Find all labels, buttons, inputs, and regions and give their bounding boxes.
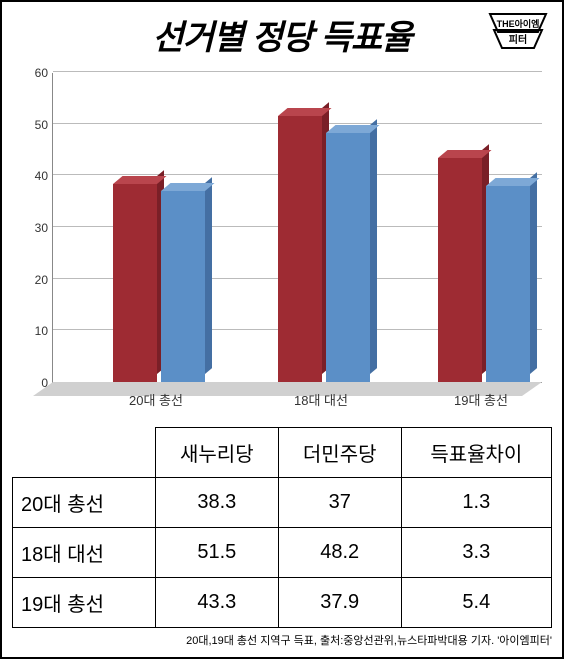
bar-front [113, 184, 157, 382]
table-cell: 48.2 [278, 528, 401, 578]
header: 선거별 정당 득표율 THE아이엠 피터 [2, 2, 562, 63]
bar-top [161, 183, 215, 191]
chart-plot [52, 73, 542, 383]
bar-front [161, 191, 205, 382]
table-cell: 37.9 [278, 578, 401, 628]
logo-icon: THE아이엠 피터 [488, 12, 548, 50]
table-cell: 1.3 [401, 478, 551, 528]
logo-top-text: THE아이엠 [497, 18, 540, 29]
table-row: 20대 총선38.3371.3 [13, 478, 552, 528]
table-header-row: 새누리당 더민주당 득표율차이 [13, 428, 552, 478]
y-tick-label: 50 [20, 118, 48, 132]
table-cell: 5.4 [401, 578, 551, 628]
y-tick-label: 20 [20, 273, 48, 287]
table-cell: 43.3 [155, 578, 278, 628]
bar-front [486, 186, 530, 382]
y-tick-label: 60 [20, 66, 48, 80]
y-tick-label: 40 [20, 169, 48, 183]
bar-front [438, 158, 482, 382]
table-cell: 37 [278, 478, 401, 528]
table-cell: 51.5 [155, 528, 278, 578]
bar [278, 116, 322, 382]
bar [113, 184, 157, 382]
x-tick-label: 19대 총선 [454, 390, 508, 409]
bar [438, 158, 482, 382]
bar-front [278, 116, 322, 382]
bar-top [278, 108, 332, 116]
bar-side [530, 172, 537, 374]
x-tick-label: 20대 총선 [129, 390, 183, 409]
chart-area: 0102030405060 20대 총선18대 대선19대 총선 [12, 63, 552, 423]
bar-side [370, 119, 377, 374]
data-table-wrap: 새누리당 더민주당 득표율차이 20대 총선38.3371.318대 대선51.… [2, 423, 562, 630]
page-title: 선거별 정당 득표율 [152, 10, 411, 59]
row-header: 18대 대선 [13, 528, 156, 578]
bar-front [326, 133, 370, 382]
table-cell: 38.3 [155, 478, 278, 528]
bar [326, 133, 370, 382]
grid-line [53, 71, 542, 72]
footer-note: 20대,19대 총선 지역구 득표, 출처:중앙선관위,뉴스타파박대용 기자. … [2, 630, 562, 654]
y-tick-label: 10 [20, 324, 48, 338]
col-header: 더민주당 [278, 428, 401, 478]
x-tick-label: 18대 대선 [294, 390, 348, 409]
y-tick-label: 30 [20, 221, 48, 235]
row-header: 19대 총선 [13, 578, 156, 628]
table-corner [13, 428, 156, 478]
bar-side [205, 177, 212, 374]
bar [486, 186, 530, 382]
bar [161, 191, 205, 382]
table-cell: 3.3 [401, 528, 551, 578]
col-header: 새누리당 [155, 428, 278, 478]
row-header: 20대 총선 [13, 478, 156, 528]
col-header: 득표율차이 [401, 428, 551, 478]
data-table: 새누리당 더민주당 득표율차이 20대 총선38.3371.318대 대선51.… [12, 427, 552, 628]
table-row: 18대 대선51.548.23.3 [13, 528, 552, 578]
logo-bottom-text: 피터 [509, 33, 527, 46]
table-row: 19대 총선43.337.95.4 [13, 578, 552, 628]
